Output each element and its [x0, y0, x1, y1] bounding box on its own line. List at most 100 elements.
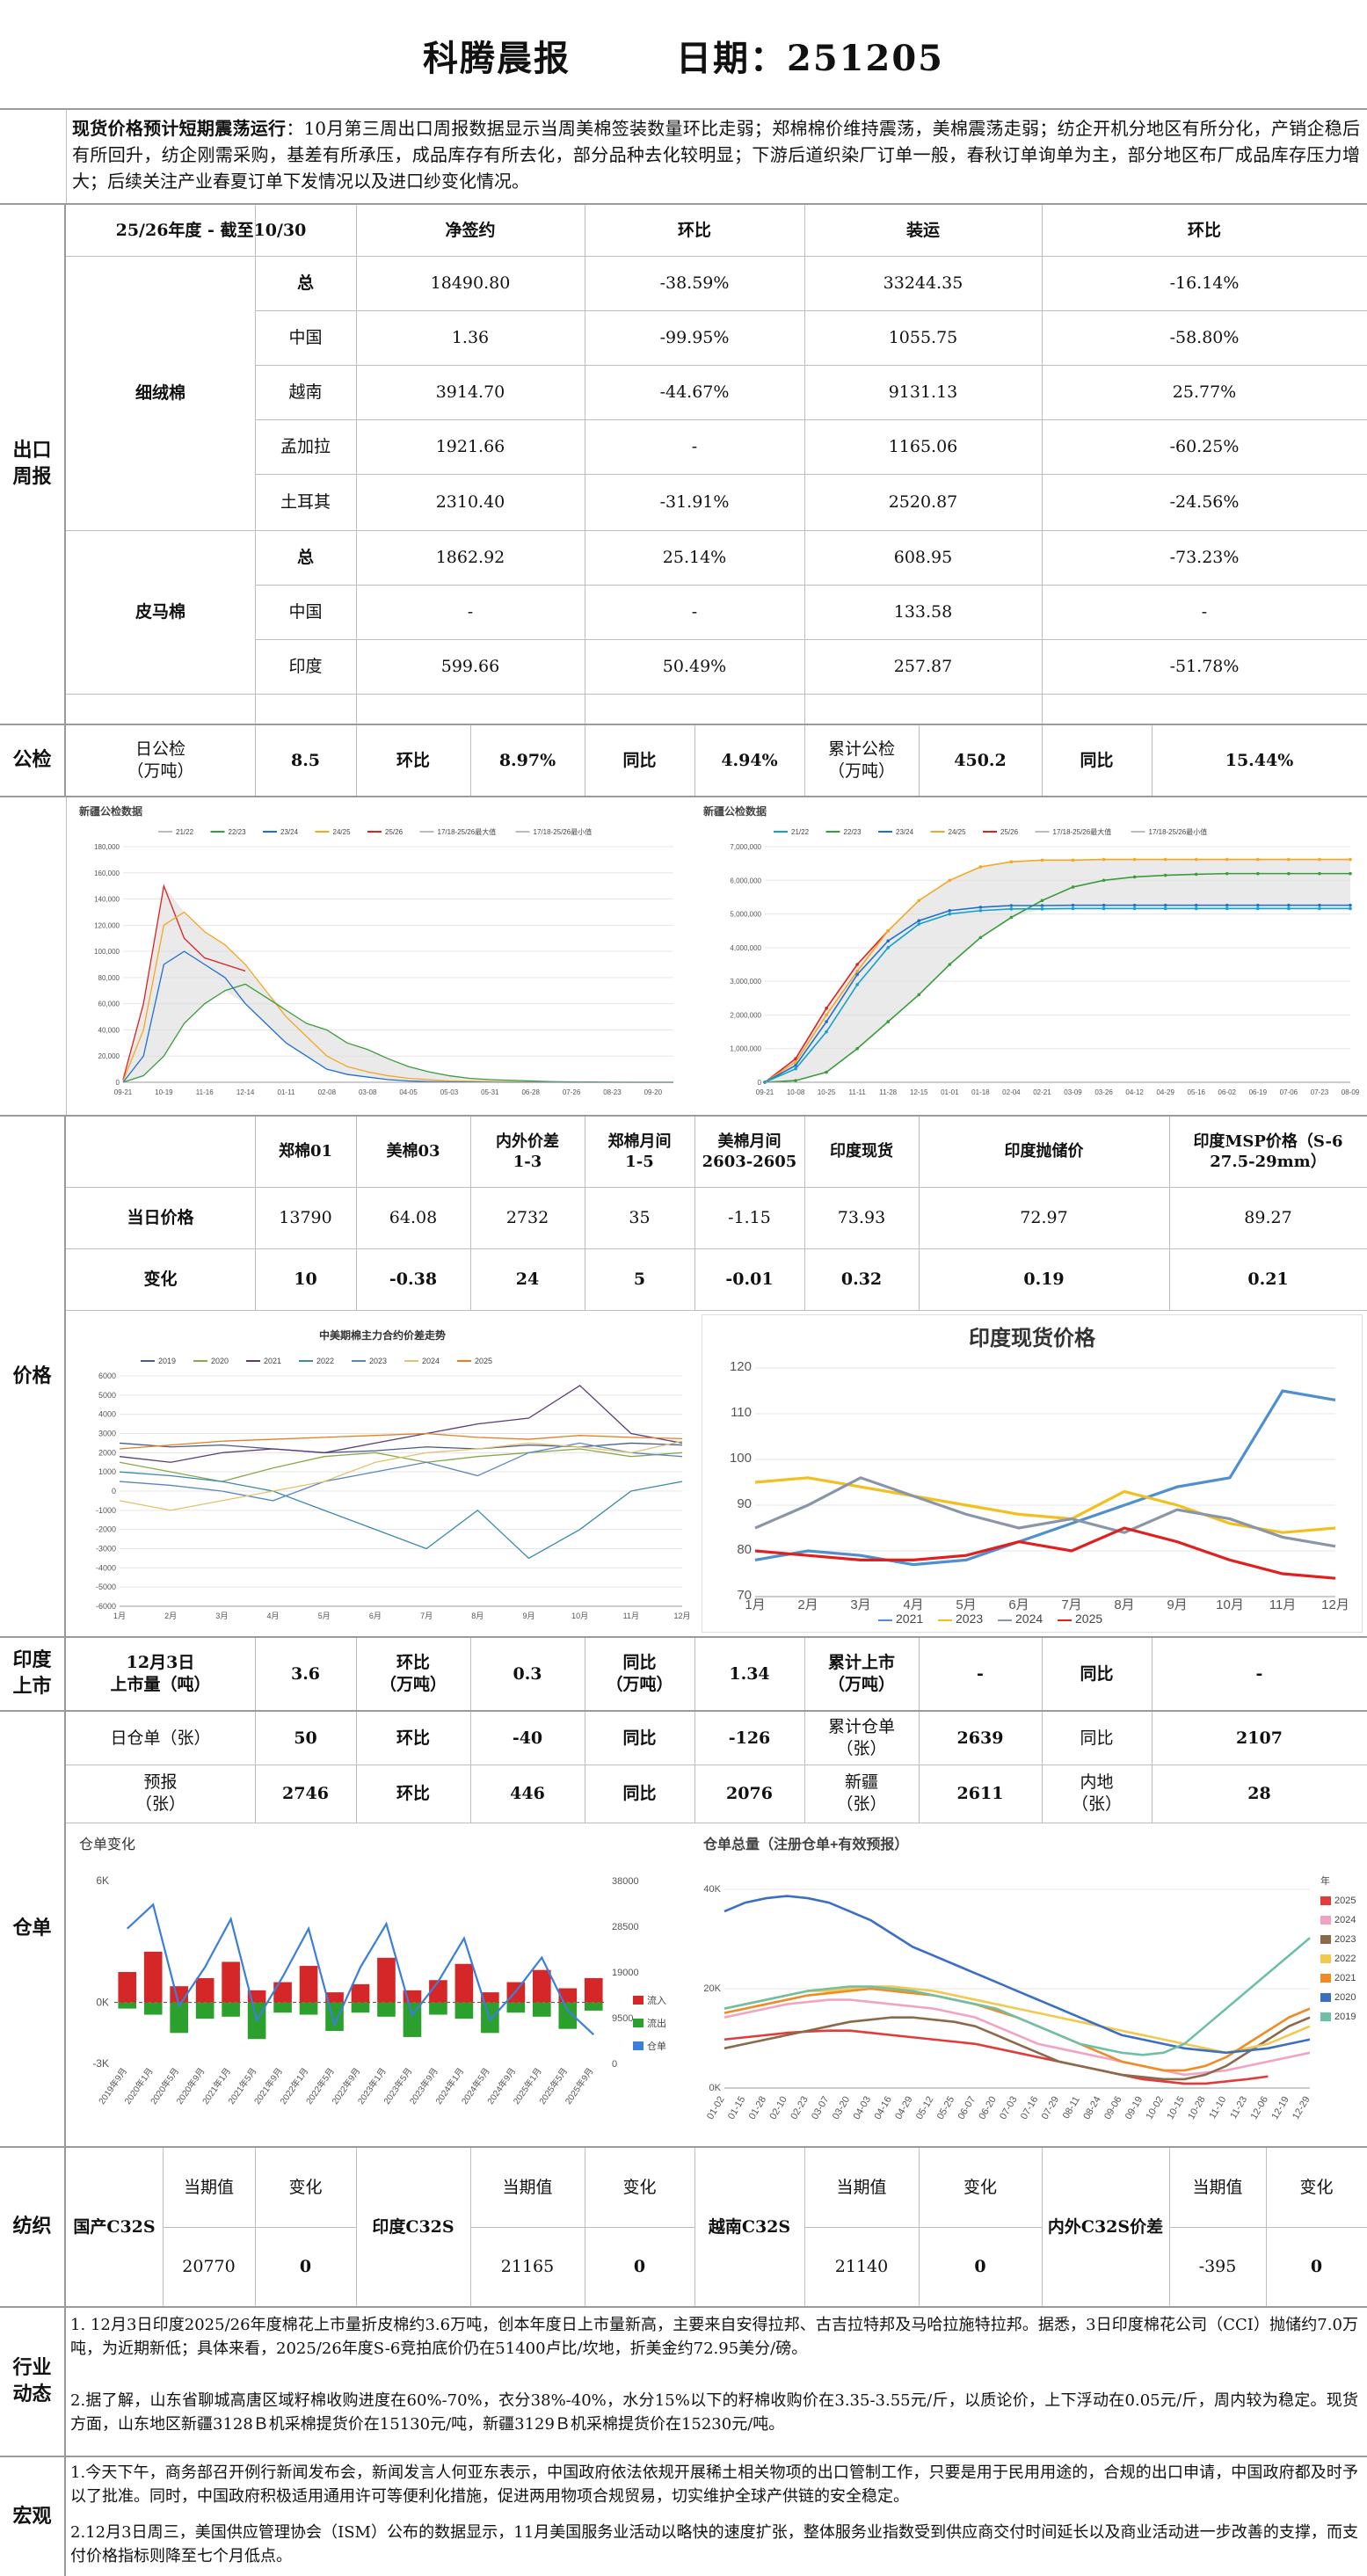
price-today-value: 2732 — [505, 1207, 549, 1227]
data-point — [855, 972, 859, 977]
data-point — [1163, 903, 1167, 907]
series-line-22/23 — [764, 872, 1350, 1083]
export-cell: 25.77% — [1172, 382, 1237, 402]
export-row-label: 中国 — [288, 601, 323, 622]
x-tick-label: 3月 — [215, 1612, 228, 1620]
export-row-label: 总 — [296, 547, 314, 567]
yarn-chg-label: 变化 — [1299, 2177, 1334, 2197]
y-tick-label: 4,000,000 — [730, 944, 761, 952]
receipt-r1-l5: 同比 — [1080, 1728, 1114, 1748]
x-tick-label: 02-10 — [767, 2095, 789, 2121]
x-tick-label: 10-08 — [787, 1088, 805, 1096]
yarn-change: 0 — [974, 2256, 986, 2276]
data-point — [1256, 871, 1260, 876]
export-row-label: 印度 — [288, 656, 323, 676]
y-tick-label: 60,000 — [98, 1001, 120, 1008]
data-point — [948, 963, 952, 966]
price-corner — [66, 1117, 255, 1187]
data-point — [1287, 857, 1291, 862]
receipt-r1-v4: 2639 — [956, 1728, 1004, 1748]
y-tick-label: 80,000 — [98, 974, 120, 982]
legend-swatch — [1320, 1896, 1331, 1905]
x-tick-label: 01-11 — [278, 1088, 295, 1096]
x-tick-label: 4月 — [267, 1612, 280, 1620]
receipt-r2-l2: 环比 — [396, 1783, 430, 1803]
data-point — [948, 908, 952, 913]
data-point — [1163, 873, 1167, 877]
legend-label: 21/22 — [791, 828, 810, 836]
x-tick-label: 02-08 — [318, 1088, 337, 1096]
export-cell: 50.49% — [662, 656, 727, 676]
inflow-bar — [351, 1983, 370, 2003]
data-point — [1102, 903, 1106, 907]
price-change-value: 10 — [294, 1269, 317, 1289]
outflow-bar — [506, 2002, 526, 2013]
x-tick-label: 06-19 — [1249, 1088, 1268, 1096]
legend-label: 25/26 — [1000, 828, 1019, 836]
price-change-label: 变化 — [143, 1269, 178, 1289]
data-point — [1349, 857, 1352, 862]
inspection-mom-label: 环比 — [396, 750, 430, 770]
data-point — [1318, 871, 1321, 876]
export-cell: 1862.92 — [435, 547, 505, 567]
report-date: 日期：251205 — [676, 37, 944, 79]
price-col-header: 内外价差 1-3 — [496, 1132, 559, 1171]
series-line-2021 — [119, 1385, 683, 1463]
x-tick-label: 06-02 — [1218, 1088, 1237, 1096]
x-tick-label: 10-15 — [1165, 2095, 1186, 2121]
yarn-chg-label: 变化 — [963, 2177, 997, 2197]
price-col-header: 郑棉01 — [278, 1142, 333, 1161]
yarn-chg-label: 变化 — [288, 2177, 323, 2197]
y-tick-label: 180,000 — [94, 843, 120, 851]
x-tick-label: 12-15 — [910, 1088, 928, 1096]
x-tick-label: 9月 — [522, 1612, 534, 1620]
legend-label: 流出 — [647, 2017, 666, 2029]
x-tick-label: 03-08 — [359, 1088, 377, 1096]
export-row-label: 土耳其 — [280, 491, 331, 512]
inflow-bar — [558, 1988, 578, 2003]
legend-label: 2024 — [1015, 1612, 1043, 1626]
legend-label: 2023 — [369, 1357, 387, 1365]
outflow-bar — [143, 2002, 163, 2015]
india-arrival-row: 印度 上市 12月3日 上市量（吨） 3.6 环比 （万吨） 0.3 同比 （万… — [0, 1638, 1367, 1712]
export-cell: 2310.40 — [435, 491, 505, 512]
x-tick-label: 12-19 — [1269, 2095, 1291, 2121]
cumulative-inspection-chart: 新疆公检数据 0 1,000,000 2,000,000 3,000,000 4,000,… — [694, 803, 1363, 1110]
legend-label: 23/24 — [280, 828, 299, 836]
data-point — [1349, 906, 1352, 911]
legend-swatch — [1320, 1916, 1331, 1925]
legend-label: 25/26 — [385, 828, 404, 836]
yarn-change: 0 — [633, 2256, 646, 2276]
inflow-bar — [195, 1977, 215, 2003]
export-cell: 25.14% — [662, 547, 727, 567]
legend-label: 17/18-25/26最小值 — [534, 827, 593, 836]
price-today-value: 73.93 — [837, 1207, 886, 1227]
legend-swatch — [633, 1996, 644, 2005]
y-tick-label: -2000 — [96, 1525, 116, 1534]
x-tick-label: 10-25 — [818, 1088, 836, 1096]
data-point — [978, 908, 983, 913]
series-line-2019 — [119, 1442, 683, 1453]
y-tick-label: 0K — [709, 2083, 722, 2093]
x-tick-label: 01-01 — [941, 1088, 959, 1096]
x-tick-label: 12月 — [1321, 1597, 1349, 1612]
receipt-r2-v3: 2076 — [726, 1783, 773, 1803]
data-point — [1040, 899, 1044, 903]
yarn-name: 印度C32S — [372, 2216, 454, 2237]
industry-section-label: 行业 动态 — [0, 2308, 66, 2456]
india-arrival-mom-value: 0.3 — [513, 1663, 542, 1684]
yarn-name: 越南C32S — [708, 2216, 791, 2237]
x-tick-label: 11月 — [623, 1612, 639, 1620]
export-cell: -31.91% — [659, 491, 730, 512]
data-point — [1225, 857, 1229, 862]
x-tick-label: 05-25 — [935, 2095, 956, 2121]
inspection-row: 公检 日公检 （万吨） 8.5 环比 8.97% 同比 4.94% 累计公检 （… — [0, 725, 1367, 797]
export-col-header: 净签约 — [445, 220, 496, 240]
receipt-r2-v2: 446 — [510, 1783, 545, 1803]
report-title: 科腾晨报 — [423, 37, 571, 79]
yarn-cur-label: 当期值 — [836, 2177, 887, 2197]
inflow-bar — [429, 1980, 447, 2003]
chart-title: 新疆公检数据 — [79, 804, 142, 818]
x-tick-label: 05-31 — [481, 1088, 499, 1096]
data-point — [917, 922, 921, 926]
